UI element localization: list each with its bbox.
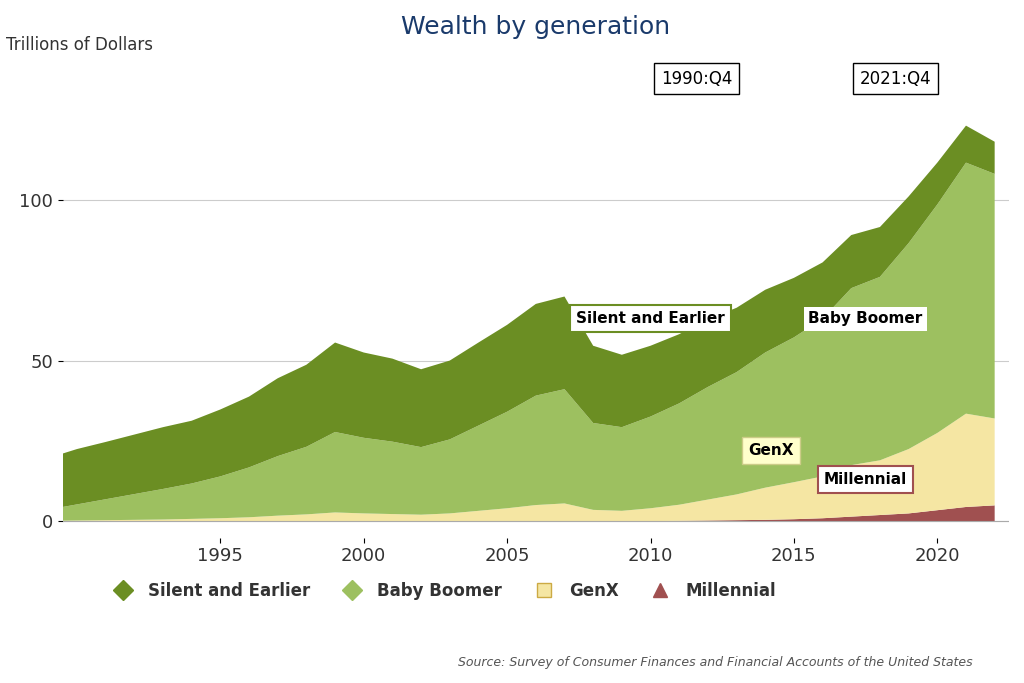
Text: Source: Survey of Consumer Finances and Financial Accounts of the United States: Source: Survey of Consumer Finances and … [458, 656, 973, 669]
Text: GenX: GenX [749, 443, 794, 458]
Text: Silent and Earlier: Silent and Earlier [577, 311, 725, 326]
Text: Trillions of Dollars: Trillions of Dollars [6, 36, 153, 53]
Text: Baby Boomer: Baby Boomer [808, 311, 923, 326]
Text: Millennial: Millennial [824, 472, 907, 487]
Legend: Silent and Earlier, Baby Boomer, GenX, Millennial: Silent and Earlier, Baby Boomer, GenX, M… [100, 575, 782, 607]
Title: Wealth by generation: Wealth by generation [401, 15, 671, 39]
Text: 1990:Q4: 1990:Q4 [662, 70, 732, 88]
Text: 2021:Q4: 2021:Q4 [859, 70, 931, 88]
